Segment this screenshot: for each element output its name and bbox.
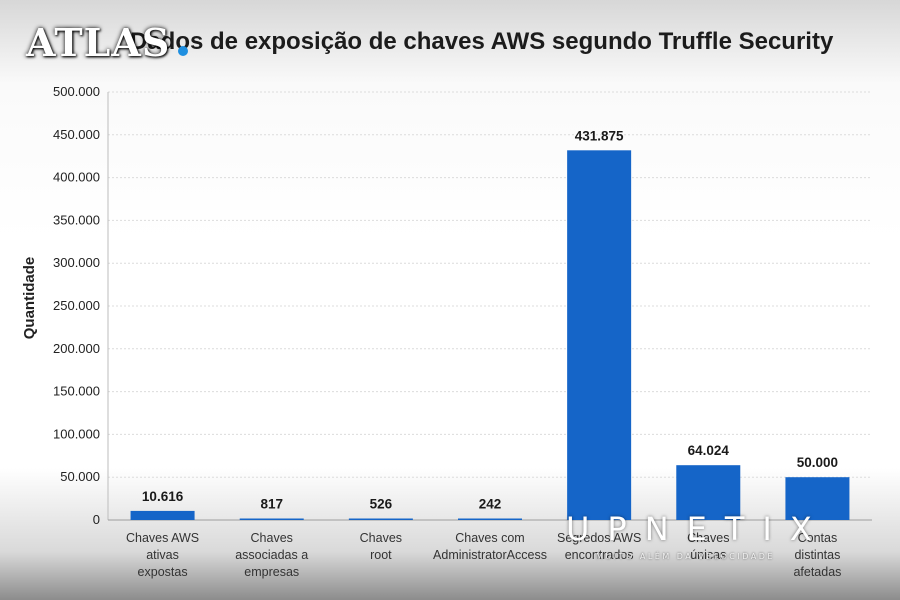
y-tick-label: 300.000	[53, 255, 100, 270]
chart-title: Dados de exposição de chaves AWS segundo…	[130, 28, 834, 55]
y-axis-ticks: 0 50.000 100.000 150.000 200.000 250.000 300.0…	[53, 84, 100, 527]
bar	[458, 518, 522, 520]
data-label: 10.616	[142, 489, 184, 504]
y-tick-label: 450.000	[53, 127, 100, 142]
y-tick-label: 100.000	[53, 426, 100, 441]
grid-layer	[107, 91, 872, 521]
y-tick-label: 500.000	[53, 84, 100, 99]
atlas-logo: ATLAS	[26, 20, 171, 65]
y-tick-label: 50.000	[60, 469, 100, 484]
bars-layer	[130, 150, 850, 520]
x-category-label: Chaves root	[360, 531, 402, 562]
y-tick-label: 250.000	[53, 298, 100, 313]
x-axis-labels: Chaves AWS ativas expostas Chaves associadas…	[126, 531, 841, 579]
x-category-label: Segredos AWS encontrados	[557, 531, 641, 562]
bar	[785, 477, 850, 520]
upnetix-watermark: UPNETIX	[566, 510, 830, 548]
y-tick-label: 200.000	[53, 341, 100, 356]
data-label: 817	[260, 497, 283, 512]
logo-dot-icon	[178, 46, 188, 56]
y-tick-label: 400.000	[53, 170, 100, 185]
data-labels-layer: 10.616 817 526 242 431.875 64.024 50.000	[142, 128, 838, 511]
x-category-label: Chaves únicas	[687, 531, 729, 562]
data-label: 431.875	[575, 128, 624, 143]
x-category-label: Chaves associadas a empresas	[235, 531, 308, 579]
data-label: 242	[479, 497, 502, 512]
x-category-label: Chaves AWS ativas expostas	[126, 531, 199, 579]
y-tick-label: 350.000	[53, 212, 100, 227]
x-category-label: Chaves com AdministratorAccess	[433, 531, 547, 562]
bar	[130, 510, 195, 520]
y-axis-title: Quantidade	[21, 257, 38, 340]
bar	[348, 518, 413, 520]
y-tick-label: 150.000	[53, 384, 100, 399]
y-tick-label: 0	[93, 512, 100, 527]
data-label: 64.024	[688, 443, 730, 458]
data-label: 526	[370, 497, 393, 512]
x-category-label: Contas distintas afetadas	[793, 531, 841, 579]
bar	[567, 150, 632, 520]
data-label: 50.000	[797, 455, 838, 470]
upnetix-watermark-subtitle: MUITO ALÉM DA VELOCIDADE	[596, 552, 775, 561]
bar	[239, 518, 304, 520]
bar	[676, 465, 741, 520]
